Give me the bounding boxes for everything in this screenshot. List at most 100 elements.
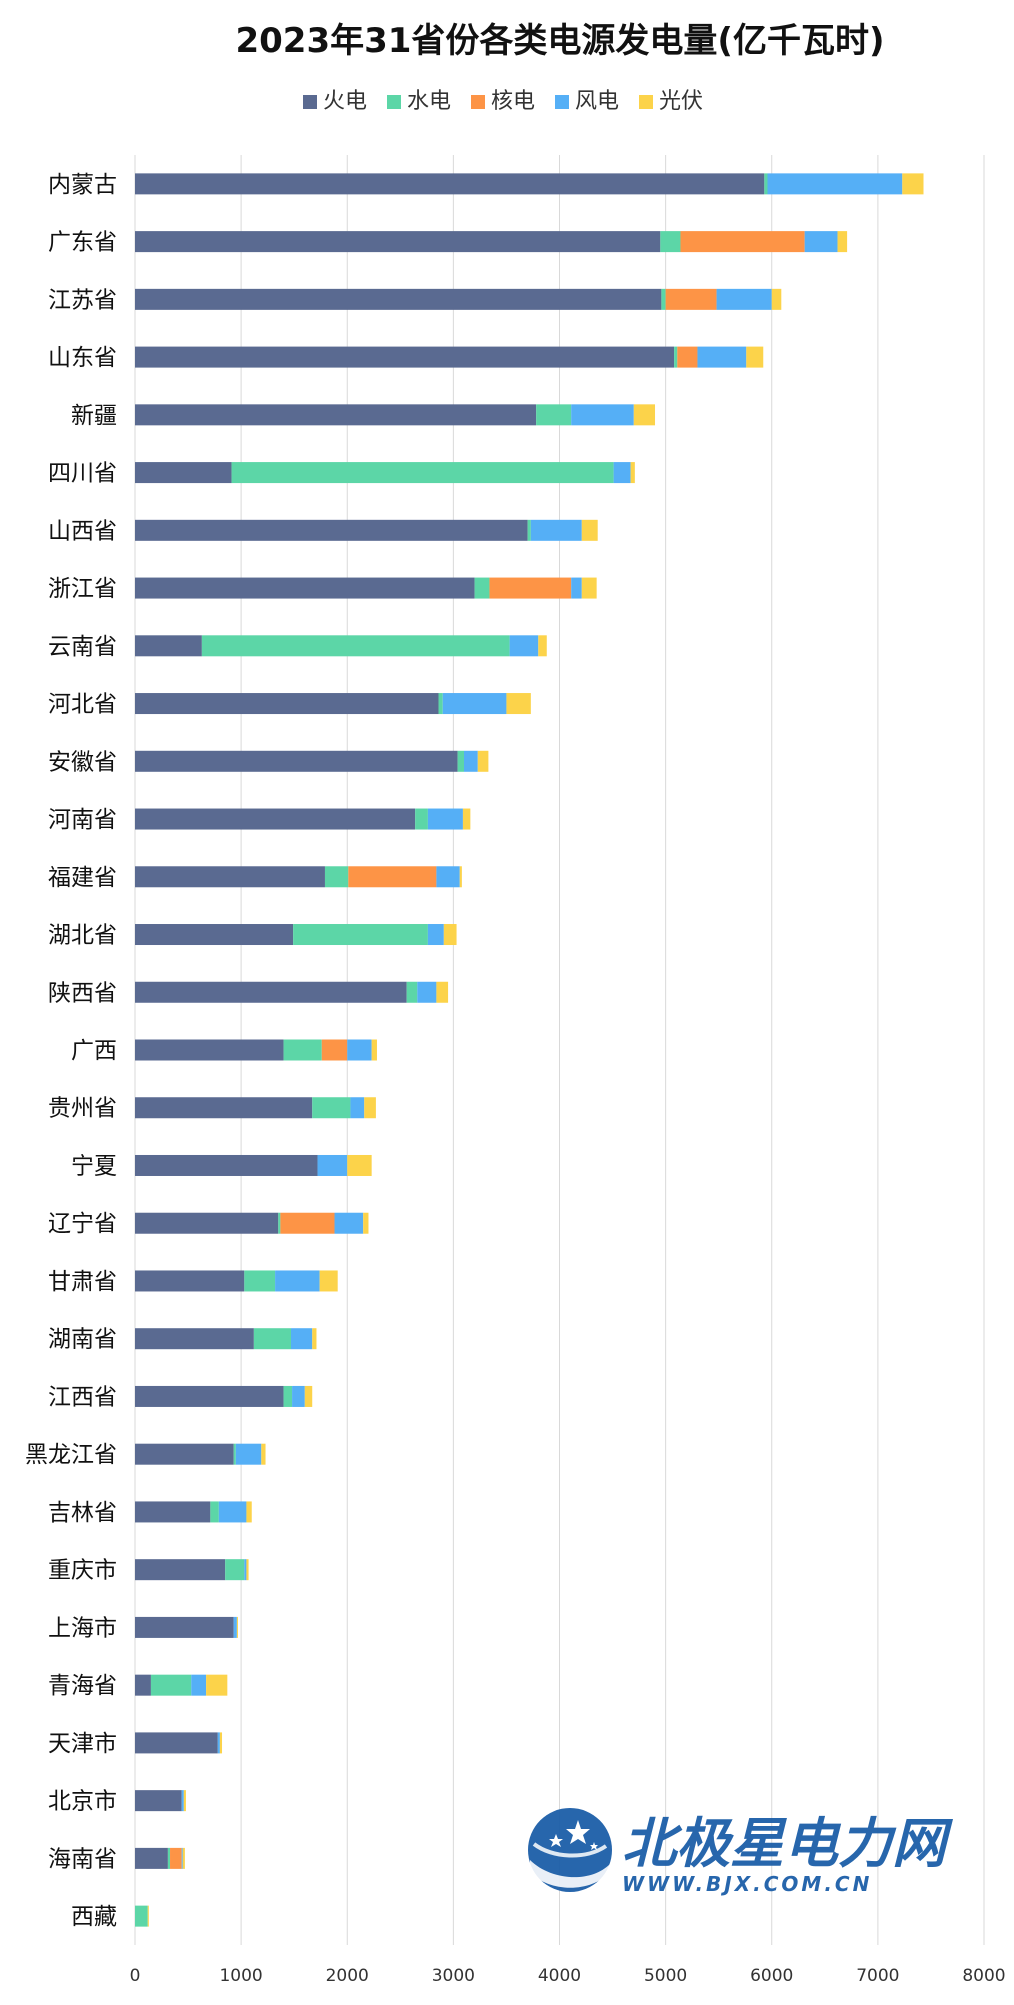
bar-segment — [135, 1039, 284, 1061]
category-label: 内蒙古 — [48, 172, 117, 198]
bar-segment — [135, 866, 325, 888]
legend: 火电 水电 核电 风电 光伏 — [303, 89, 703, 114]
category-label: 海南省 — [48, 1846, 117, 1872]
gridlines — [134, 155, 985, 1945]
bar-segment — [347, 1039, 372, 1061]
bar-segment — [697, 346, 747, 368]
category-label: 吉林省 — [48, 1500, 117, 1526]
bar-segment — [527, 519, 531, 541]
bar-segment — [581, 577, 597, 599]
bar-segment — [170, 1847, 182, 1869]
bar-segment — [571, 577, 582, 599]
bar-segment — [371, 1039, 377, 1061]
bar-segment — [680, 231, 805, 253]
bar-segment — [304, 1385, 313, 1407]
bar-segment — [135, 173, 765, 195]
x-tick-label: 1000 — [219, 1966, 262, 1986]
bar-segment — [902, 173, 924, 195]
bar-segment — [665, 288, 717, 310]
bar-segment — [135, 577, 475, 599]
bar-segment — [283, 1385, 293, 1407]
x-tick-label: 8000 — [962, 1966, 1005, 1986]
legend-swatch — [387, 95, 401, 109]
bar-segment — [135, 1559, 226, 1581]
bar-segment — [135, 1328, 254, 1350]
bar-segment — [630, 462, 635, 484]
bar-segment — [348, 866, 437, 888]
bar-segment — [538, 635, 547, 657]
bar-segment — [135, 1443, 234, 1465]
bar-segment — [324, 866, 349, 888]
x-tick-label: 2000 — [326, 1966, 369, 1986]
bar-segment — [280, 1212, 335, 1234]
category-label: 贵州省 — [48, 1096, 117, 1122]
bar-segment — [278, 1212, 281, 1234]
category-label: 黑龙江省 — [25, 1442, 117, 1468]
category-label: 湖南省 — [48, 1327, 117, 1353]
bar-segment — [677, 346, 698, 368]
bar-segment — [135, 693, 439, 715]
bar-segment — [236, 1616, 238, 1638]
bar-segment — [201, 635, 510, 657]
x-tick-label: 4000 — [538, 1966, 581, 1986]
category-label: 河南省 — [48, 807, 117, 833]
bar-segment — [438, 693, 443, 715]
bar-segment — [660, 231, 681, 253]
bar-segment — [135, 519, 528, 541]
category-label: 浙江省 — [48, 576, 117, 602]
bar-segment — [135, 1212, 279, 1234]
category-label: 甘肃省 — [48, 1269, 117, 1295]
bar-segment — [442, 693, 507, 715]
category-label: 新疆 — [71, 403, 117, 429]
bar-segment — [312, 1097, 351, 1119]
legend-swatch — [555, 95, 569, 109]
bar-segment — [334, 1212, 364, 1234]
bar-segment — [135, 635, 202, 657]
bar-segment — [321, 1039, 348, 1061]
bar-segment — [536, 404, 572, 426]
bar-segment — [244, 1270, 276, 1292]
bar-segment — [489, 577, 572, 599]
bar-segment — [261, 1443, 266, 1465]
bar-segment — [716, 288, 772, 310]
bar-segment — [317, 1154, 348, 1176]
bar-segment — [231, 462, 614, 484]
bar-segment — [135, 1674, 151, 1696]
bar-segment — [218, 1501, 247, 1523]
bar-segment — [135, 1154, 318, 1176]
bar-segment — [457, 750, 464, 772]
bar-segment — [804, 231, 838, 253]
bar-segment — [347, 1154, 372, 1176]
bar-segment — [183, 1790, 186, 1812]
bar-segment — [767, 173, 903, 195]
bar-segment — [275, 1270, 320, 1292]
bar-segment — [312, 1328, 317, 1350]
legend-swatch — [303, 95, 317, 109]
bar-segment — [350, 1097, 365, 1119]
bar-segment — [581, 519, 598, 541]
bar-segment — [135, 1847, 168, 1869]
bar-segment — [210, 1501, 219, 1523]
x-tick-label: 6000 — [750, 1966, 793, 1986]
category-label: 江西省 — [48, 1384, 117, 1410]
bar-segment — [771, 288, 782, 310]
bar-segment — [436, 866, 460, 888]
category-label: 福建省 — [48, 865, 117, 891]
bar-segment — [206, 1674, 228, 1696]
bar-segment — [135, 1501, 211, 1523]
bar-segment — [135, 462, 232, 484]
bar-segment — [167, 1847, 171, 1869]
bar-segment — [135, 924, 294, 946]
bar-segment — [661, 288, 666, 310]
x-tick-label: 5000 — [644, 1966, 687, 1986]
legend-label: 风电 — [575, 89, 619, 114]
legend-swatch — [471, 95, 485, 109]
category-label: 青海省 — [48, 1673, 117, 1699]
bar-segment — [135, 1097, 313, 1119]
legend-label: 核电 — [491, 89, 535, 114]
bar-segment — [459, 866, 462, 888]
bar-segment — [246, 1501, 252, 1523]
category-label: 广东省 — [48, 230, 117, 256]
bar-segment — [283, 1039, 322, 1061]
